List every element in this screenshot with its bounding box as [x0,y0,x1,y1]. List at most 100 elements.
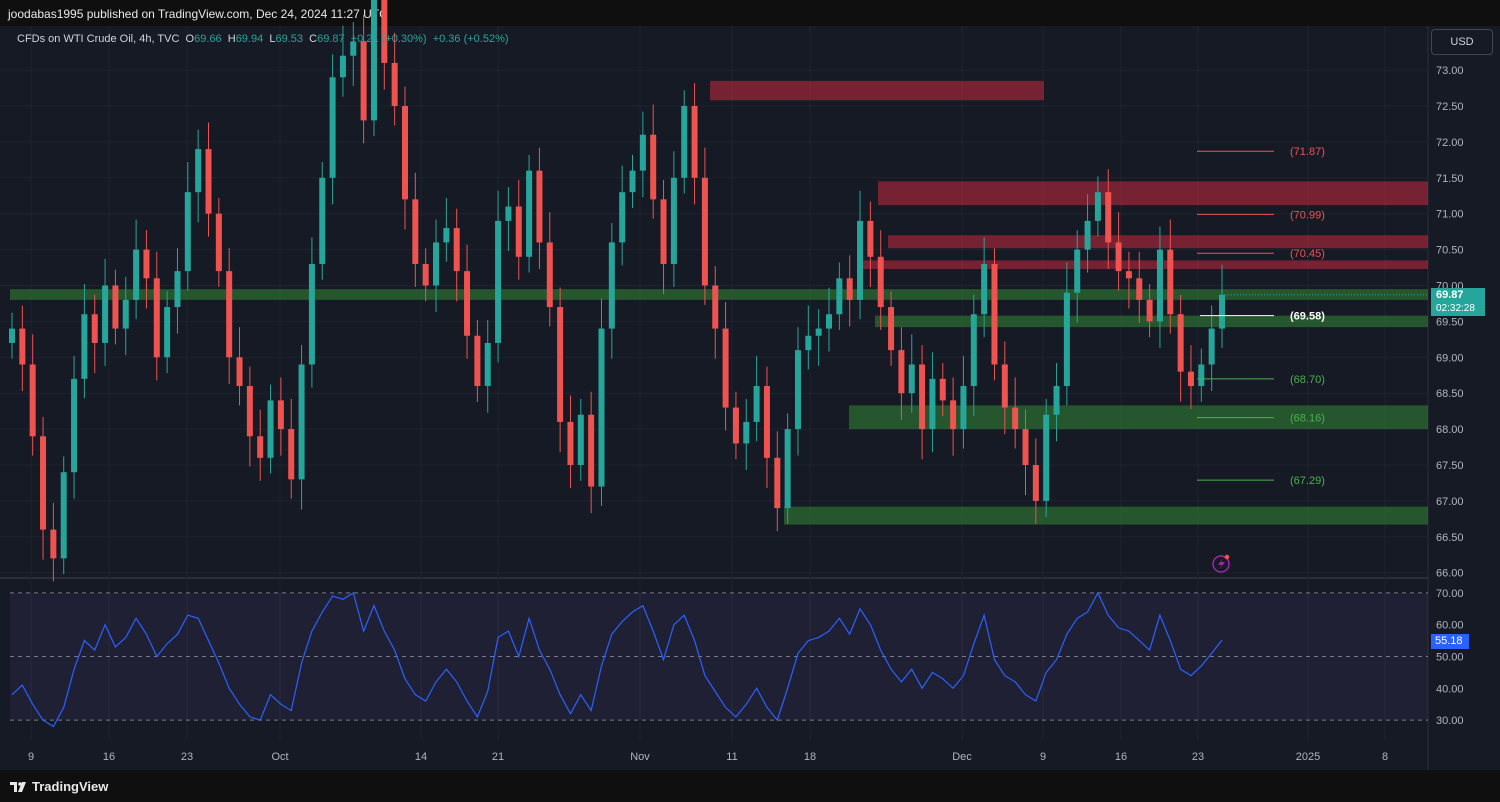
candle-bear [515,179,522,280]
candle-body [50,529,57,559]
candle-bear [205,122,212,237]
candle-bull [784,413,791,524]
candle-body [908,364,915,394]
rsi-pane[interactable]: 70.00 60.00 50.00 40.00 30.00 [10,588,1464,728]
candle-body [1074,249,1081,293]
publisher-header: joodabas1995 published on TradingView.co… [0,0,1500,26]
candle-body [660,199,667,264]
candle-body [122,299,129,329]
candle-bull [71,355,78,499]
supply-zone [878,181,1428,206]
candle-bear [1167,219,1174,334]
candle-bear [867,201,874,287]
candle-body [588,414,595,487]
y-tick-label: 66.00 [1436,568,1464,580]
candle-body [712,285,719,329]
candle-body [60,472,67,559]
candle-bear [546,212,553,327]
candle-bear [1115,212,1122,291]
candle-bear [1022,409,1029,496]
candle-body [495,220,502,343]
candle-body [443,228,450,243]
candle-bull [1053,363,1060,442]
x-tick-label: 11 [726,751,737,763]
candle-body [846,278,853,300]
candle-body [329,77,336,178]
x-tick-label: 23 [1192,751,1204,763]
candle-body [1022,429,1029,465]
candle-bear [391,32,398,126]
candle-bull [433,219,440,313]
candle-bear [401,86,408,230]
candle-body [888,307,895,351]
candle-body [877,256,884,308]
candle-body [40,436,47,530]
x-tick-label: 14 [415,751,427,763]
candle-bear [732,391,739,460]
symbol-label: CFDs on WTI Crude Oil, 4h, TVC [17,33,180,45]
candle-body [784,429,791,509]
candle-body [1063,292,1070,387]
candle-bull [60,456,67,575]
candle-bull [1074,230,1081,323]
candle-body [805,335,812,351]
candle-bear [360,14,367,144]
candles-layer[interactable] [9,0,1225,582]
candle-bear [1146,284,1153,338]
candle-body [732,407,739,444]
currency-button[interactable]: USD [1431,29,1493,55]
high-value: 69.94 [235,33,264,45]
candle-bull [1208,305,1215,392]
close-value: 69.87 [317,33,345,45]
candle-body [360,41,367,121]
candle-body [474,335,481,387]
candle-body [381,0,388,63]
candle-body [1156,249,1163,322]
candle-bull [495,190,502,363]
tradingview-logo[interactable]: TradingView [10,779,108,794]
candle-body [277,400,284,430]
candle-bull [1063,262,1070,406]
y-tick-label: 72.00 [1436,137,1464,149]
candle-bull [1156,226,1163,348]
candle-bear [474,319,481,402]
bar-countdown: 02:32:28 [1436,303,1475,314]
level-label: (67.29) [1290,475,1325,487]
candle-body [1177,314,1184,372]
level-label: (68.16) [1290,413,1325,425]
candle-bear [412,172,419,287]
candle-bear [215,197,222,287]
candle-body [1094,192,1101,221]
candle-bear [1187,345,1194,409]
candle-bear [877,230,884,331]
candle-bull [794,327,801,456]
candle-bear [288,398,295,499]
x-tick-label: 16 [103,751,115,763]
candle-body [1125,271,1132,279]
candle-bear [722,302,729,431]
level-label: (70.99) [1290,209,1325,221]
candle-body [71,378,78,473]
candle-body [164,307,171,358]
candle-bear [557,287,564,453]
candle-bull [805,305,812,370]
publisher-text: joodabas1995 published on TradingView.co… [8,7,388,21]
rsi-band-fill [10,592,1428,721]
alert-icon[interactable] [1212,554,1230,573]
candle-body [1012,407,1019,430]
rsi-tick-label: 40.00 [1436,683,1464,695]
candle-bull [526,154,533,273]
candle-bull [350,21,357,86]
candle-bull [1198,348,1205,402]
candle-body [464,271,471,336]
candle-body [826,314,833,329]
level-label: (70.45) [1290,248,1325,260]
candle-body [526,170,533,257]
candle-body [195,149,202,193]
candle-bear [691,83,698,205]
candle-body [391,62,398,106]
candle-body [319,177,326,264]
candle-body [536,170,543,243]
candle-body [81,314,88,379]
